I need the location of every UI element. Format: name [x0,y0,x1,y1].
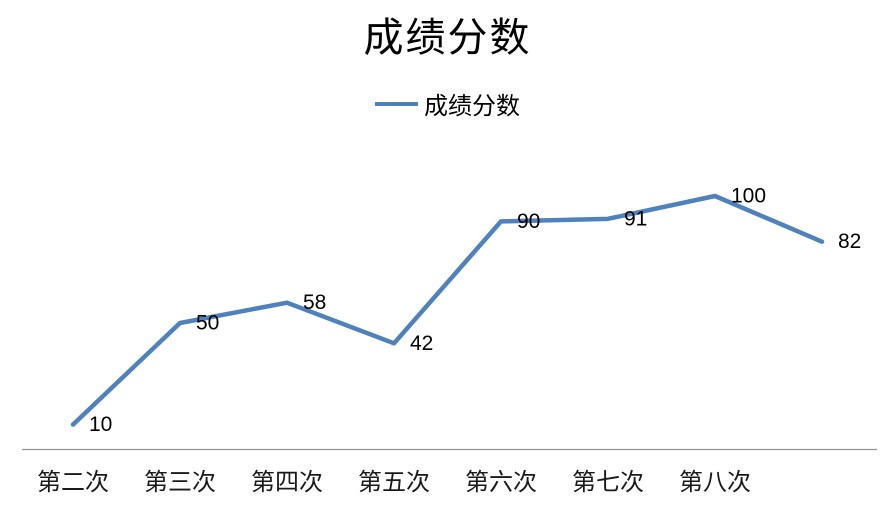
data-label: 58 [303,291,326,314]
data-label: 100 [731,185,766,208]
data-label: 50 [196,312,219,335]
x-axis-label: 第四次 [251,469,323,496]
legend-label: 成绩分数 [424,94,520,120]
x-axis-label: 第二次 [37,469,109,496]
x-axis-label: 第六次 [465,469,537,496]
x-axis-label: 第八次 [679,469,751,496]
data-label: 82 [838,230,861,253]
chart-title: 成绩分数 [363,15,532,60]
legend-line-swatch [375,101,418,106]
legend: 成绩分数 [0,86,895,121]
x-axis-label: 第五次 [358,469,430,496]
x-axis-label: 第三次 [144,469,216,496]
data-label: 10 [89,413,112,436]
x-axis-label: 第七次 [572,469,644,496]
data-label: 42 [410,332,433,355]
series-line [70,193,825,427]
data-label: 91 [624,207,647,230]
data-label: 90 [517,210,540,233]
